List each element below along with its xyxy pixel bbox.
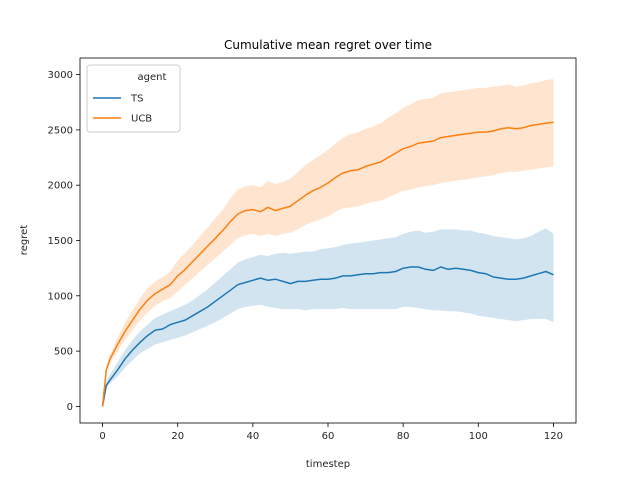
y-tick-label: 1500 — [48, 236, 73, 247]
y-tick-label: 1000 — [48, 291, 73, 302]
x-axis-ticks: 0 20 40 60 80 100 120 — [99, 423, 563, 442]
x-axis-label: timestep — [306, 459, 350, 470]
line-ucb — [101, 121, 554, 407]
y-tick-label: 0 — [67, 402, 73, 413]
x-tick-label: 120 — [544, 431, 563, 442]
y-tick-label: 500 — [54, 347, 73, 358]
line-ts — [101, 266, 554, 407]
x-tick-label: 0 — [99, 431, 105, 442]
x-tick-label: 40 — [246, 431, 259, 442]
y-tick-label: 2000 — [48, 181, 73, 192]
band-ts — [102, 228, 554, 407]
legend-title: agent — [138, 72, 167, 83]
y-tick-label: 2500 — [48, 125, 73, 136]
x-tick-label: 60 — [322, 431, 335, 442]
legend-box — [86, 64, 181, 133]
y-tick-label: 3000 — [48, 70, 73, 81]
confidence-bands — [102, 79, 554, 407]
y-axis-ticks: 0 500 1000 1500 2000 2500 3000 — [48, 70, 80, 413]
band-ucb — [102, 79, 554, 407]
legend-label-ts: TS — [130, 94, 143, 105]
chart-title: Cumulative mean regret over time — [224, 38, 432, 52]
x-tick-label: 100 — [469, 431, 488, 442]
y-axis-label: regret — [19, 225, 30, 255]
series-lines — [101, 121, 554, 407]
x-tick-label: 80 — [397, 431, 410, 442]
legend: agent TS UCB — [86, 64, 181, 133]
legend-label-ucb: UCB — [131, 114, 152, 125]
x-tick-label: 20 — [171, 431, 184, 442]
